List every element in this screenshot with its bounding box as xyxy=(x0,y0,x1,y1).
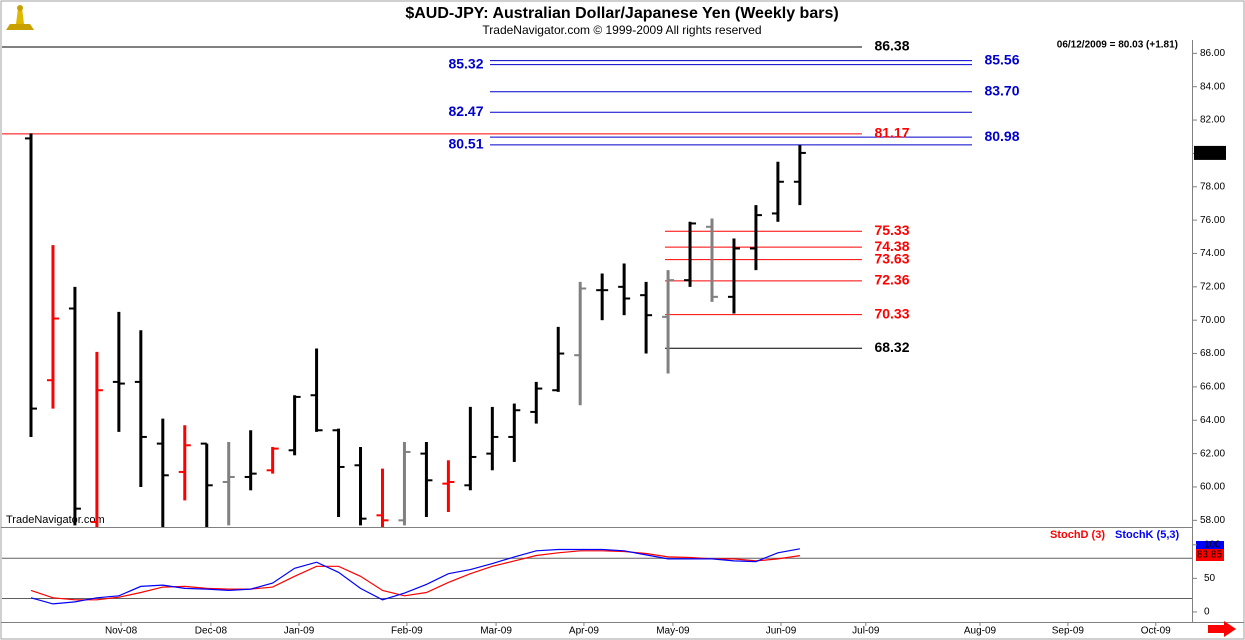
x-tick-label: Nov-08 xyxy=(105,626,138,637)
support-label: 73.63 xyxy=(874,250,909,266)
support-label: 74.38 xyxy=(874,238,909,254)
y-tick-label: 50 xyxy=(1204,573,1216,584)
watermark: TradeNavigator.com xyxy=(6,514,105,526)
x-tick-label: Aug-09 xyxy=(964,626,997,637)
x-tick-label: May-09 xyxy=(656,626,690,637)
support-label: 70.33 xyxy=(874,305,909,321)
y-tick-label: 72.00 xyxy=(1200,281,1225,292)
fib-label: 80.98 xyxy=(984,128,1019,144)
fib-label: 83.70 xyxy=(984,82,1019,98)
stochd-badge xyxy=(1196,549,1224,561)
level-label: 86.38 xyxy=(874,38,909,54)
y-tick-label: 86.00 xyxy=(1200,48,1225,59)
legend-entry: StochK (5,3) xyxy=(1115,529,1180,541)
x-tick-label: Jul-09 xyxy=(852,626,880,637)
chart-title: $AUD-JPY: Australian Dollar/Japanese Yen… xyxy=(405,5,838,22)
y-tick-label: 100 xyxy=(1204,539,1221,550)
x-tick-label: Jan-09 xyxy=(284,626,315,637)
logo xyxy=(6,5,34,30)
y-tick-label: 70.00 xyxy=(1200,315,1225,326)
legend-entry: StochD (3) xyxy=(1050,529,1105,541)
fib-label: 85.56 xyxy=(984,51,1019,67)
y-tick-label: 66.00 xyxy=(1200,382,1225,393)
y-tick-label: 76.00 xyxy=(1200,215,1225,226)
stoch-panel xyxy=(2,548,1192,605)
stoch-line xyxy=(30,548,801,605)
last-price-badge xyxy=(1194,145,1226,160)
y-tick-label: 84.00 xyxy=(1200,81,1225,92)
y-tick-label: 82.00 xyxy=(1200,115,1225,126)
support-label: 72.36 xyxy=(874,272,909,288)
scroll-arrow[interactable] xyxy=(1208,621,1236,637)
y-tick-label: 0 xyxy=(1204,607,1210,618)
y-tick-label: 74.00 xyxy=(1200,248,1225,259)
fib-label: 85.32 xyxy=(448,55,483,71)
x-tick-label: Apr-09 xyxy=(569,626,599,637)
x-tick-label: Oct-09 xyxy=(1141,626,1171,637)
x-tick-label: Mar-09 xyxy=(480,626,512,637)
last-info: 06/12/2009 = 80.03 (+1.81) xyxy=(1057,40,1178,51)
y-tick-label: 58.00 xyxy=(1200,515,1225,526)
y-tick-label: 68.00 xyxy=(1200,348,1225,359)
x-tick-label: Sep-09 xyxy=(1052,626,1085,637)
x-tick-label: Feb-09 xyxy=(391,626,423,637)
overlay: 58.00 60.00 62.00 64.00 66.00 68.00 70.00 72.00… xyxy=(105,38,1226,637)
x-tick-label: Jun-09 xyxy=(766,626,797,637)
y-tick-label: 62.00 xyxy=(1200,448,1225,459)
subtitle: TradeNavigator.com © 1999-2009 All right… xyxy=(482,23,761,37)
stoch-line xyxy=(30,550,800,601)
fib-label: 82.47 xyxy=(448,103,483,119)
level-label: 81.17 xyxy=(874,125,909,141)
y-tick-label: 64.00 xyxy=(1200,415,1225,426)
x-tick-label: Dec-08 xyxy=(195,626,228,637)
stochk-badge xyxy=(1196,541,1224,551)
support-label: 68.32 xyxy=(874,339,909,355)
last-price-label: 80.03 xyxy=(1196,148,1221,159)
stochd-badge-label: 83.85 xyxy=(1197,550,1222,561)
price-panel xyxy=(2,46,972,527)
y-tick-label: 60.00 xyxy=(1200,482,1225,493)
support-label: 75.33 xyxy=(874,222,909,238)
y-tick-label: 78.00 xyxy=(1200,181,1225,192)
fib-label: 80.51 xyxy=(448,136,483,152)
